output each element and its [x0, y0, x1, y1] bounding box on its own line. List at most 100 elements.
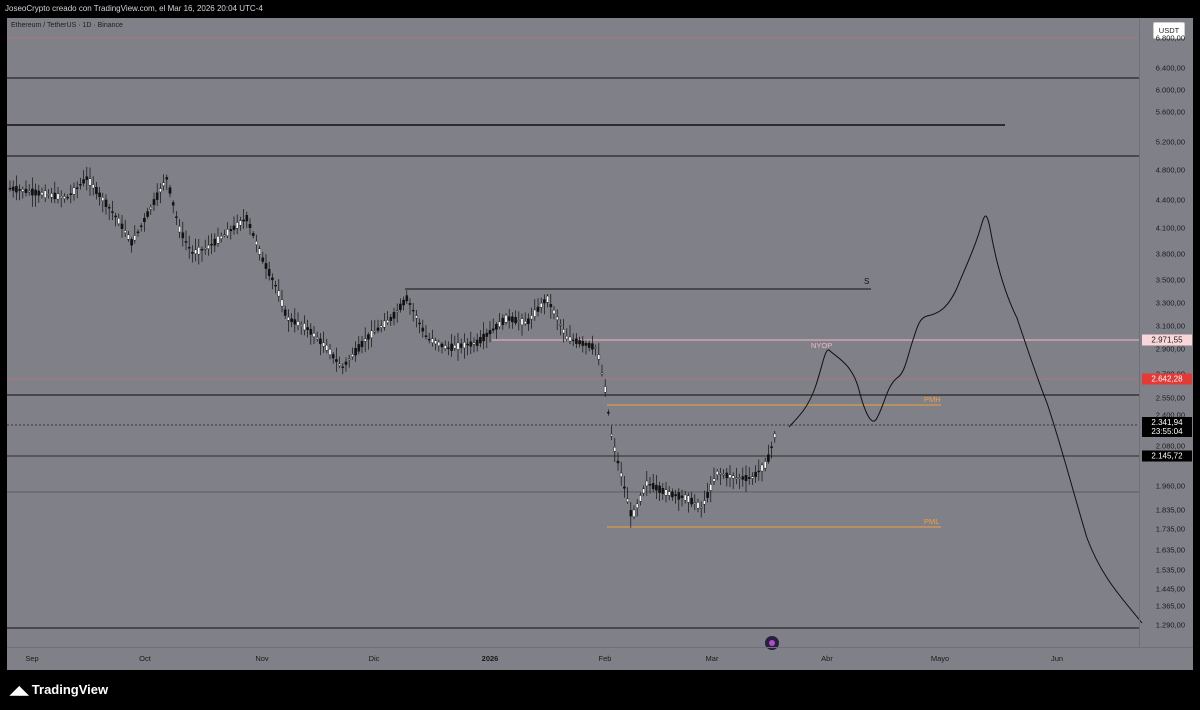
candle-body [239, 220, 242, 226]
candle-body [738, 477, 741, 479]
candle-body [66, 196, 69, 199]
candle-body [40, 192, 44, 196]
candle-body [274, 284, 277, 287]
price-label-nyop: 2.971,55 [1142, 334, 1192, 346]
candle-body [264, 263, 268, 269]
candle-body [91, 184, 95, 189]
candle-body [469, 341, 473, 347]
price-tick: 6.000,00 [1155, 85, 1185, 95]
candle-body [248, 224, 252, 228]
candle-body [101, 197, 105, 201]
candle-body [24, 188, 28, 193]
price-tick: 3.800,00 [1155, 249, 1185, 259]
price-tick: 1.835,00 [1155, 505, 1185, 515]
candle-body [639, 495, 642, 502]
candle-body [344, 361, 348, 365]
candle-body [658, 485, 661, 493]
candle-body [664, 489, 668, 496]
candle-body [280, 299, 284, 307]
candle-body [187, 247, 191, 249]
candle-body [184, 241, 188, 243]
candle-body [703, 500, 706, 505]
candle-body [354, 347, 357, 356]
candle-body [229, 229, 233, 232]
candle-body [565, 336, 569, 340]
candle-body [242, 219, 245, 222]
candle-body [754, 471, 757, 477]
tradingview-logo[interactable]: ◢◣ TradingView [10, 682, 108, 697]
candle-body [488, 330, 492, 335]
level-label-s: S [864, 277, 869, 286]
candle-body [47, 194, 50, 196]
candle-body [123, 230, 127, 233]
candle-body [338, 363, 341, 366]
candle-body [757, 470, 761, 473]
candle-body [290, 318, 293, 323]
candle-body [341, 366, 345, 368]
candle-body [619, 472, 623, 477]
chart-canvas[interactable]: S NYOP PMH PML [7, 18, 1193, 670]
candle-body [571, 339, 575, 342]
candle-body [63, 196, 66, 199]
candle-body [299, 324, 303, 326]
candle-body [661, 488, 665, 494]
price-tick: 1.445,00 [1155, 584, 1185, 594]
candle-body [56, 193, 60, 200]
candle-body [751, 476, 754, 479]
candle-body [296, 321, 300, 326]
time-axis[interactable]: Sep Oct Nov Dic 2026 Feb Mar Abr Mayo Jun [7, 647, 1193, 670]
candle-body [507, 316, 511, 321]
candle-body [616, 460, 620, 464]
candle-body [411, 309, 415, 312]
candle-body [8, 187, 12, 190]
chart-area[interactable]: S NYOP PMH PML Ethereum / TetherUS · 1D … [7, 18, 1193, 670]
price-axis[interactable]: USDT 6.800,00 6.400,00 6.000,00 5.600,00 5.2… [1139, 18, 1193, 648]
candle-body [607, 411, 610, 414]
candle-body [395, 310, 399, 313]
candle-body [213, 238, 217, 246]
candle-body [447, 347, 450, 349]
candle-body [271, 277, 274, 281]
price-tick: 3.500,00 [1155, 275, 1185, 285]
currency-button[interactable]: USDT [1153, 22, 1185, 39]
candle-body [520, 318, 524, 326]
candle-body [75, 187, 79, 189]
candle-body [514, 317, 517, 324]
price-tick: 2.550,00 [1155, 393, 1185, 403]
candle-body [245, 215, 249, 222]
candle-body [171, 202, 175, 206]
candle-body [763, 461, 767, 469]
candle-body [107, 206, 111, 209]
candle-body [328, 349, 332, 355]
candle-body [674, 494, 677, 497]
candle-body [613, 446, 617, 452]
candle-body [210, 243, 213, 246]
projection-path [788, 215, 1143, 624]
candle-body [415, 315, 418, 319]
candle-body [773, 433, 777, 438]
candle-body [687, 495, 690, 503]
candle-body [459, 343, 463, 348]
candle-body [568, 336, 572, 342]
candle-body [539, 302, 543, 308]
candle-body [555, 316, 559, 321]
candle-body [671, 491, 674, 498]
candle-body [360, 340, 364, 348]
candle-body [127, 234, 130, 240]
candle-body [389, 316, 393, 321]
candle-body [472, 342, 476, 345]
candle-body [667, 491, 671, 496]
candle-body [463, 342, 466, 349]
candle-body [267, 268, 271, 276]
candle-body [139, 225, 143, 228]
candle-body [587, 342, 591, 348]
candle-body [85, 176, 89, 181]
candle-body [15, 186, 18, 193]
candle-body [82, 179, 85, 184]
time-label: Mar [705, 654, 719, 663]
candle-body [319, 338, 322, 345]
level-label-pml: PML [924, 517, 939, 526]
time-label: Dic [368, 654, 380, 663]
candle-body [258, 248, 261, 255]
candle-body [162, 182, 165, 187]
